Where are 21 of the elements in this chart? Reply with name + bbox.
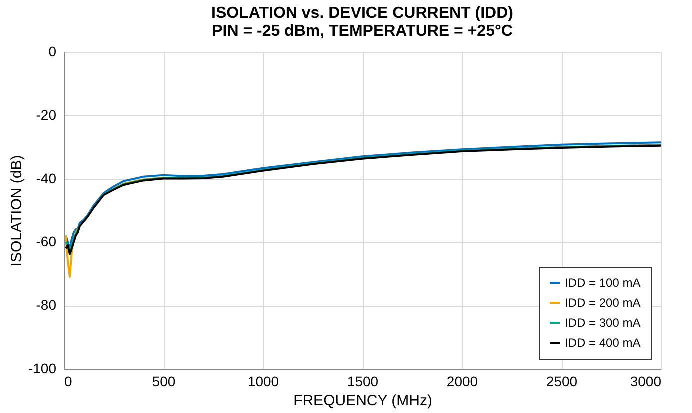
- legend-label: IDD = 300 mA: [565, 316, 641, 330]
- y-tick-label: 0: [48, 44, 57, 60]
- x-tick-label: 2500: [546, 374, 578, 390]
- x-axis-title: FREQUENCY (MHz): [294, 392, 432, 410]
- legend-label: IDD = 200 mA: [565, 296, 641, 310]
- y-tick-label: -60: [36, 234, 57, 250]
- chart-title: ISOLATION vs. DEVICE CURRENT (IDD): [212, 5, 514, 22]
- y-tick-label: -20: [36, 106, 57, 123]
- x-tick-label: 3000: [630, 374, 662, 390]
- x-tick-label: 500: [152, 374, 176, 390]
- x-tick-label: 1500: [347, 374, 379, 390]
- y-tick-label: -100: [28, 360, 57, 376]
- y-tick-label: -40: [36, 170, 57, 186]
- chart-subtitle: PIN = -25 dBm, TEMPERATURE = +25°C: [212, 23, 514, 40]
- x-tick-label: 0: [64, 374, 72, 390]
- legend-label: IDD = 400 mA: [565, 336, 641, 350]
- y-axis-title: ISOLATION (dB): [8, 155, 26, 267]
- y-tick-label: -80: [36, 297, 57, 314]
- x-tick-label: 1000: [248, 374, 280, 390]
- legend-label: IDD = 100 mA: [565, 276, 641, 290]
- x-tick-label: 2000: [446, 374, 478, 390]
